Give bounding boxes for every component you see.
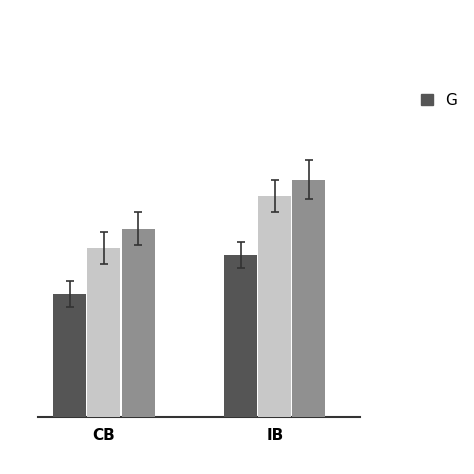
Bar [224,255,257,417]
Bar [258,196,291,417]
Bar [292,180,326,417]
Bar [53,293,86,417]
Legend: G: G [420,93,457,108]
Bar [121,228,155,417]
Bar [87,248,120,417]
